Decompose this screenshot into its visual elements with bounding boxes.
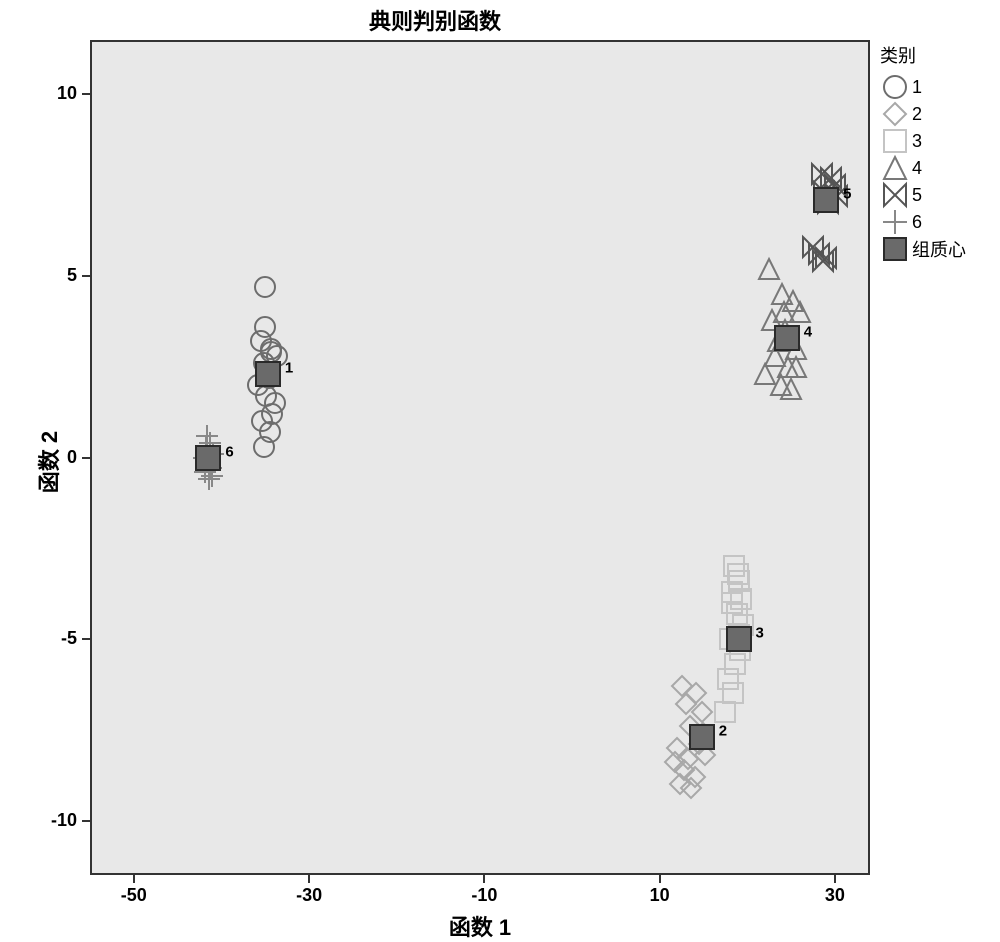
legend-item: 4 [880,155,966,181]
centroid-marker [726,626,752,652]
centroid-marker [813,187,839,213]
data-point [196,425,218,447]
legend: 类别 1 2 3 4 5 6 组质心 [880,42,966,263]
square-icon [880,128,910,154]
centroid-label: 5 [843,185,851,202]
x-axis-label: 函数 1 [420,910,540,942]
x-tick [834,875,836,883]
data-point [785,356,807,378]
centroid-marker [255,361,281,387]
legend-label: 1 [912,77,922,98]
y-tick [82,820,90,822]
legend-label: 3 [912,131,922,152]
y-tick-label: -10 [35,810,77,831]
legend-label: 6 [912,212,922,233]
x-tick [308,875,310,883]
y-tick-label: 5 [35,265,77,286]
centroid-label: 6 [225,443,233,460]
y-tick [82,93,90,95]
centroid-label: 1 [285,360,293,377]
centroid-marker [774,325,800,351]
x-tick-label: -10 [454,885,514,906]
y-tick-label: 10 [35,83,77,104]
legend-item: 组质心 [880,236,966,262]
legend-label: 4 [912,158,922,179]
diamond-icon [880,101,910,127]
scatter-chart: 典则判别函数 函数 2 函数 1 -50-30-101030-10-50510 [0,0,1000,917]
y-tick [82,275,90,277]
data-point [664,751,686,773]
legend-label: 组质心 [912,236,966,262]
legend-item: 3 [880,128,966,154]
data-point [253,436,275,458]
legend-title: 类别 [880,42,966,68]
x-tick [133,875,135,883]
legend-item: 2 [880,101,966,127]
centroid-marker [195,445,221,471]
legend-item: 1 [880,74,966,100]
x-tick-label: -50 [104,885,164,906]
data-point [727,563,749,585]
y-tick [82,638,90,640]
legend-label: 5 [912,185,922,206]
data-point [758,258,780,280]
data-point [260,341,282,363]
data-point [680,777,702,799]
x-tick-label: 10 [630,885,690,906]
data-point [254,316,276,338]
y-tick [82,457,90,459]
data-point [780,378,802,400]
triangle-icon [880,155,910,181]
data-point [812,250,834,272]
bowtie-icon [880,182,910,208]
y-tick-label: 0 [35,447,77,468]
centroid-marker [689,724,715,750]
data-point [721,592,743,614]
data-point [789,301,811,323]
y-tick-label: -5 [35,628,77,649]
data-point [714,701,736,723]
x-tick [483,875,485,883]
centroid-label: 4 [804,323,812,340]
legend-items: 1 2 3 4 5 6 组质心 [880,74,966,262]
x-tick [659,875,661,883]
plus-icon [880,209,910,235]
circle-icon [880,74,910,100]
centroid-label: 2 [719,723,727,740]
chart-title: 典则判别函数 [0,4,870,36]
data-point [264,392,286,414]
filled-square-icon [880,236,910,262]
data-point [254,276,276,298]
legend-item: 6 [880,209,966,235]
x-tick-label: -30 [279,885,339,906]
legend-label: 2 [912,104,922,125]
legend-item: 5 [880,182,966,208]
x-tick-label: 30 [805,885,865,906]
centroid-label: 3 [756,625,764,642]
